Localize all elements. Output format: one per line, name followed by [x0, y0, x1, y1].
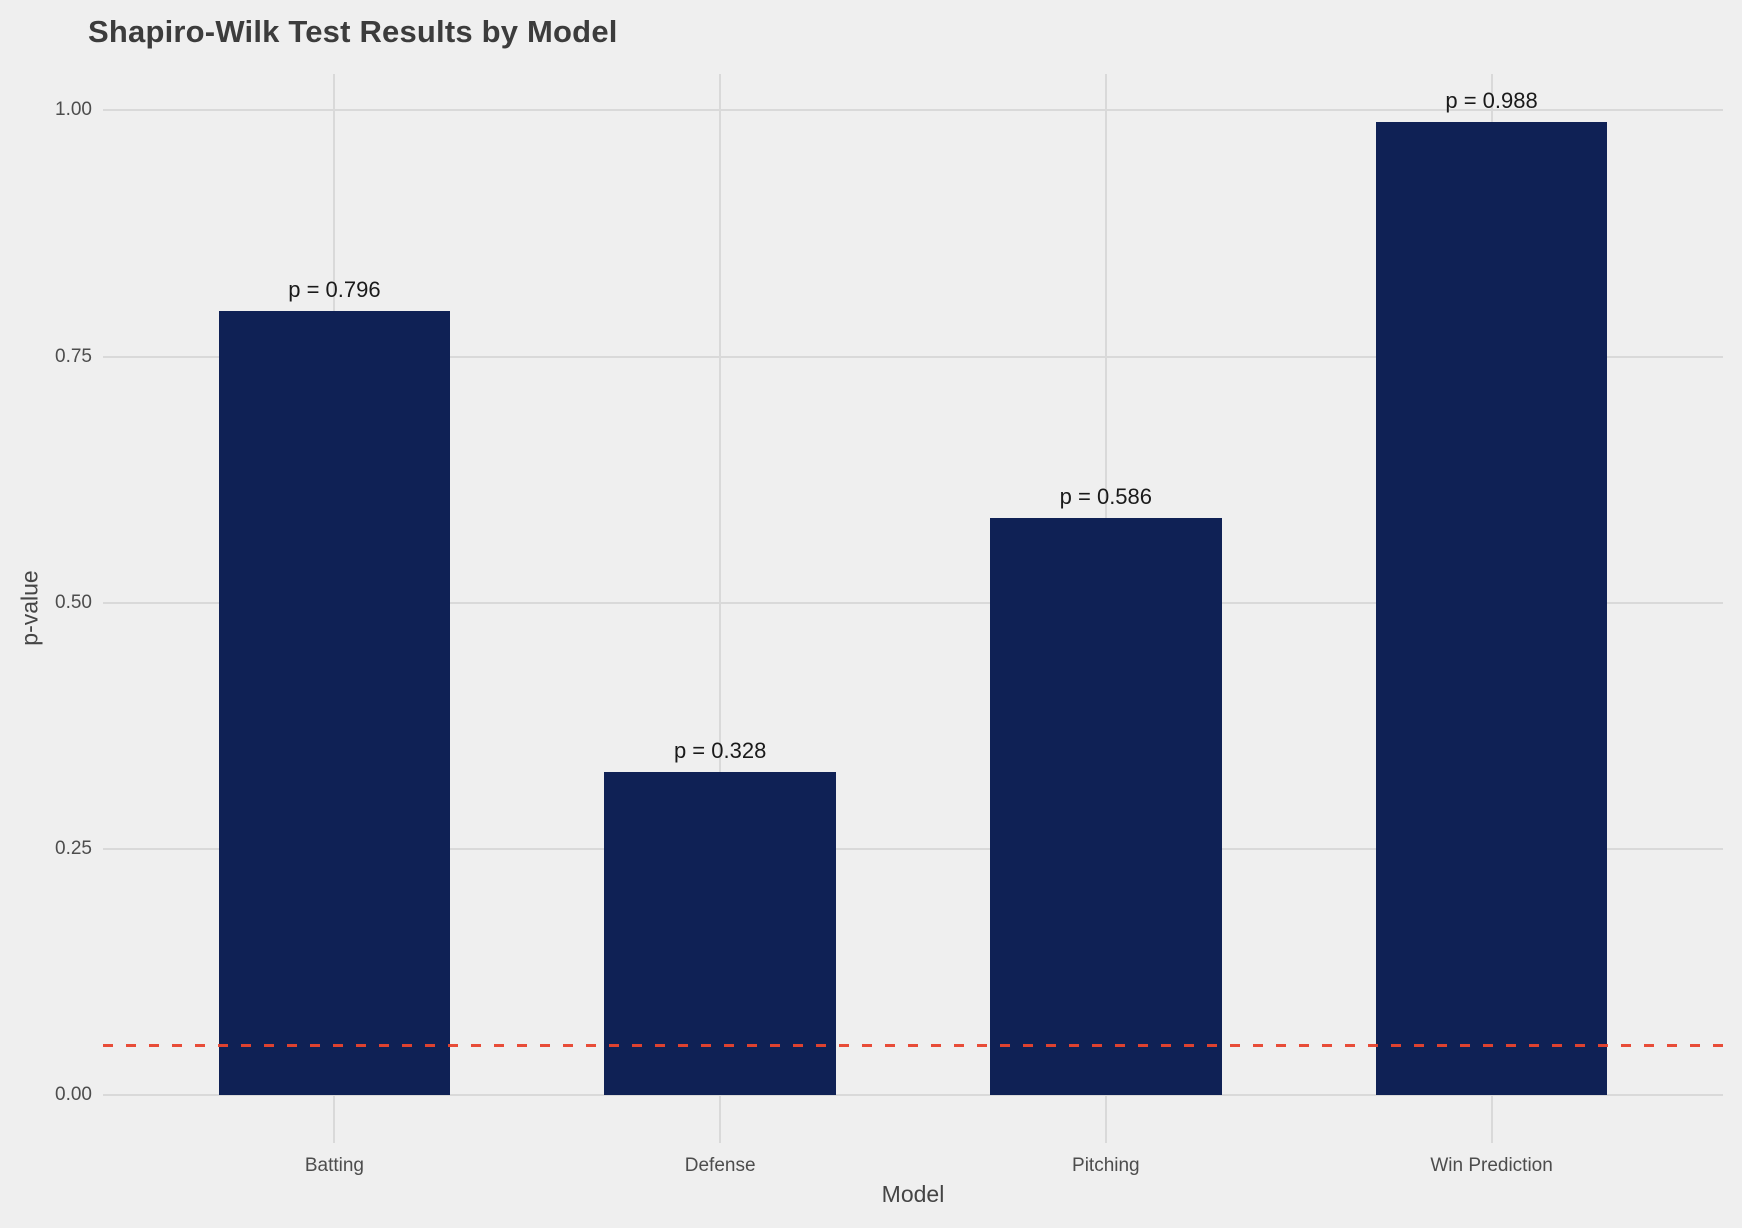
bar-value-label: p = 0.586 [1059, 483, 1153, 509]
x-tick-label: Defense [684, 1155, 756, 1176]
bar-value-label: p = 0.988 [1445, 88, 1538, 114]
x-tick-label: Batting [304, 1155, 364, 1176]
h-gridline [103, 109, 1723, 112]
x-tick-label: Pitching [1072, 1155, 1140, 1176]
bar-pitching [990, 517, 1222, 1095]
bar-value-label: p = 0.796 [288, 277, 381, 303]
x-tick-label: Win Prediction [1430, 1155, 1553, 1176]
y-tick-label: 0.50 [55, 591, 92, 613]
h-gridline [103, 847, 1723, 850]
chart-title: Shapiro-Wilk Test Results by Model [88, 14, 618, 49]
bar-value-label: p = 0.328 [673, 737, 767, 763]
significance-reference-line [103, 1043, 1723, 1047]
h-gridline [103, 601, 1723, 604]
y-tick-label: 0.00 [55, 1083, 92, 1105]
y-tick-label: 0.25 [55, 837, 92, 859]
h-gridline [103, 1093, 1723, 1096]
plot-panel: p = 0.796 p = 0.328 p = 0.586 p = 0.988 [103, 74, 1723, 1143]
v-gridline [719, 74, 722, 1143]
h-gridline [103, 355, 1723, 358]
y-tick-label: 1.00 [55, 99, 92, 121]
bar-defense [604, 771, 836, 1095]
bar-win-prediction [1375, 122, 1608, 1095]
bar-batting [218, 311, 451, 1095]
x-axis-title: Model [881, 1181, 945, 1207]
y-tick-label: 0.75 [55, 345, 92, 367]
